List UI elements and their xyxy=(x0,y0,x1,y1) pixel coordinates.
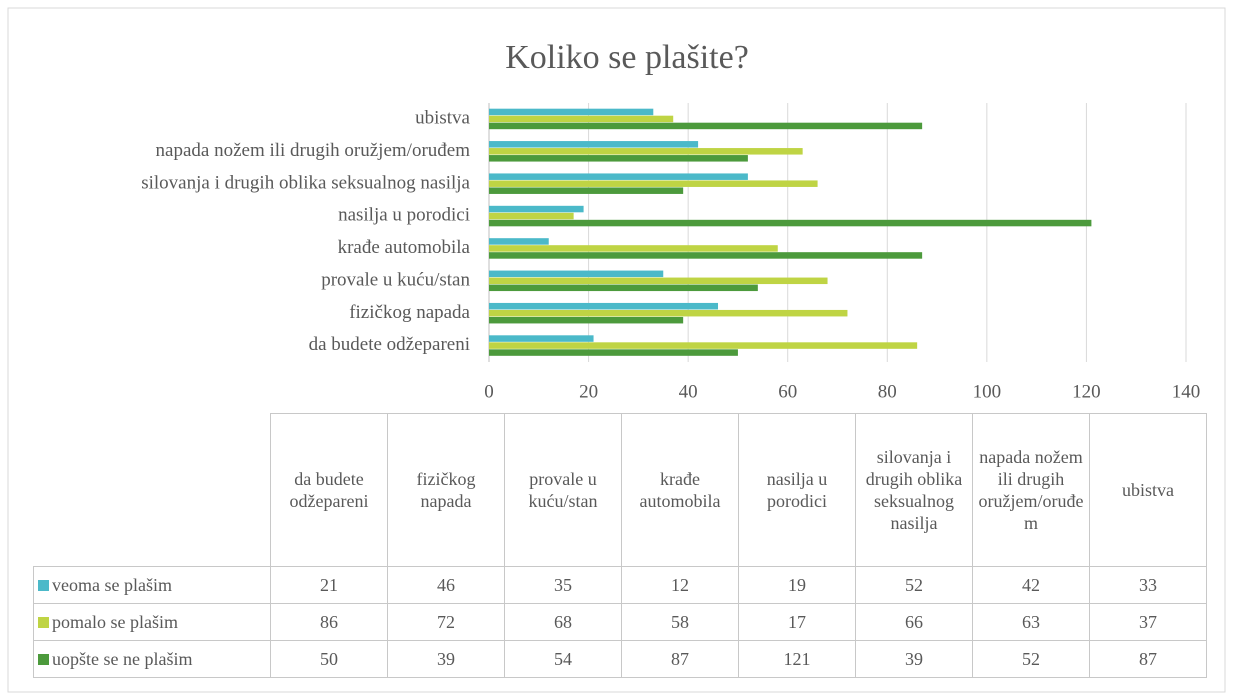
x-tick-label: 120 xyxy=(1072,381,1101,402)
table-header-cell: napada nožem ili drugih oružjem/oruđem xyxy=(972,413,1090,567)
table-corner xyxy=(33,413,271,567)
x-tick-label: 140 xyxy=(1172,381,1201,402)
table-value: 46 xyxy=(387,566,505,604)
table-value: 68 xyxy=(504,603,622,641)
table-value: 52 xyxy=(855,566,973,604)
table-header-cell: silovanja i drugih oblika seksualnog nas… xyxy=(855,413,973,567)
bar xyxy=(489,238,549,245)
x-tick-label: 60 xyxy=(778,381,797,402)
table-header-cell: nasilja u porodici xyxy=(738,413,856,567)
table-value: 87 xyxy=(1089,640,1207,678)
bar xyxy=(489,173,748,180)
bar xyxy=(489,302,719,310)
bar xyxy=(489,148,803,155)
table-value: 35 xyxy=(504,566,622,604)
table-value: 58 xyxy=(621,603,739,641)
bar xyxy=(489,205,584,213)
legend-swatch xyxy=(38,617,49,628)
table-value: 50 xyxy=(270,640,388,678)
table-header-cell: krađe automobila xyxy=(621,413,739,567)
table-row: veoma se plašim 21 46 35 12 19 52 42 33 xyxy=(33,566,1207,604)
bar xyxy=(489,349,738,356)
bar xyxy=(489,252,923,259)
bar xyxy=(489,155,748,162)
bar xyxy=(489,187,684,194)
x-tick-label: 20 xyxy=(579,381,598,402)
table-value: 87 xyxy=(621,640,739,678)
table-value: 54 xyxy=(504,640,622,678)
bar xyxy=(489,122,923,130)
table-value: 86 xyxy=(270,603,388,641)
table-value: 121 xyxy=(738,640,856,678)
legend-swatch xyxy=(38,654,49,665)
y-tick-label: krađe automobila xyxy=(338,237,471,258)
table-value: 37 xyxy=(1089,603,1207,641)
table-header-cell: ubistva xyxy=(1089,413,1207,567)
table-value: 12 xyxy=(621,566,739,604)
table-value: 39 xyxy=(387,640,505,678)
data-table: da budete odžepareni fizičkog napada prova… xyxy=(33,413,1207,678)
bar xyxy=(489,316,684,324)
x-tick-label: 40 xyxy=(679,381,698,402)
bar xyxy=(489,277,828,285)
table-value: 52 xyxy=(972,640,1090,678)
y-tick-label: da budete odžepareni xyxy=(309,334,470,355)
y-tick-label: fizičkog napada xyxy=(349,302,470,323)
bar xyxy=(489,309,848,317)
x-tick-label: 80 xyxy=(878,381,897,402)
x-tick-label: 0 xyxy=(484,381,494,402)
table-row: uopšte se ne plašim 50 39 54 87 121 39 52 87 xyxy=(33,640,1207,678)
table-value: 39 xyxy=(855,640,973,678)
legend-label: uopšte se ne plašim xyxy=(52,649,193,669)
bar xyxy=(489,270,664,278)
y-tick-label: silovanja i drugih oblika seksualnog nas… xyxy=(141,172,470,193)
bar xyxy=(489,212,574,220)
legend-label: veoma se plašim xyxy=(52,575,172,595)
x-tick-label: 100 xyxy=(973,381,1002,402)
y-tick-label: ubistva xyxy=(415,108,470,129)
legend-cell: pomalo se plašim xyxy=(33,603,271,641)
table-value: 63 xyxy=(972,603,1090,641)
table-value: 42 xyxy=(972,566,1090,604)
bar xyxy=(489,342,918,349)
legend-swatch xyxy=(38,580,49,591)
table-header-cell: da budete odžepareni xyxy=(270,413,388,567)
bar xyxy=(489,141,699,148)
bar xyxy=(489,335,594,342)
table-value: 21 xyxy=(270,566,388,604)
table-value: 19 xyxy=(738,566,856,604)
table-value: 72 xyxy=(387,603,505,641)
legend-label: pomalo se plašim xyxy=(52,612,178,632)
table-value: 66 xyxy=(855,603,973,641)
table-header-cell: fizičkog napada xyxy=(387,413,505,567)
bar xyxy=(489,108,654,116)
y-tick-label: napada nožem ili drugih oružjem/oruđem xyxy=(156,140,471,161)
bar xyxy=(489,180,818,187)
table-row: pomalo se plašim 86 72 68 58 17 66 63 37 xyxy=(33,603,1207,641)
chart-title: Koliko se plašite? xyxy=(505,39,749,76)
bar xyxy=(489,284,758,292)
bar xyxy=(489,219,1092,227)
y-tick-label: provale u kuću/stan xyxy=(321,269,470,290)
table-value: 17 xyxy=(738,603,856,641)
table-header-cell: provale u kuću/stan xyxy=(504,413,622,567)
legend-cell: veoma se plašim xyxy=(33,566,271,604)
bar xyxy=(489,115,674,123)
table-header-row: da budete odžepareni fizičkog napada prova… xyxy=(33,413,1207,567)
legend-cell: uopšte se ne plašim xyxy=(33,640,271,678)
bar xyxy=(489,245,778,252)
y-tick-label: nasilja u porodici xyxy=(338,205,470,226)
table-value: 33 xyxy=(1089,566,1207,604)
